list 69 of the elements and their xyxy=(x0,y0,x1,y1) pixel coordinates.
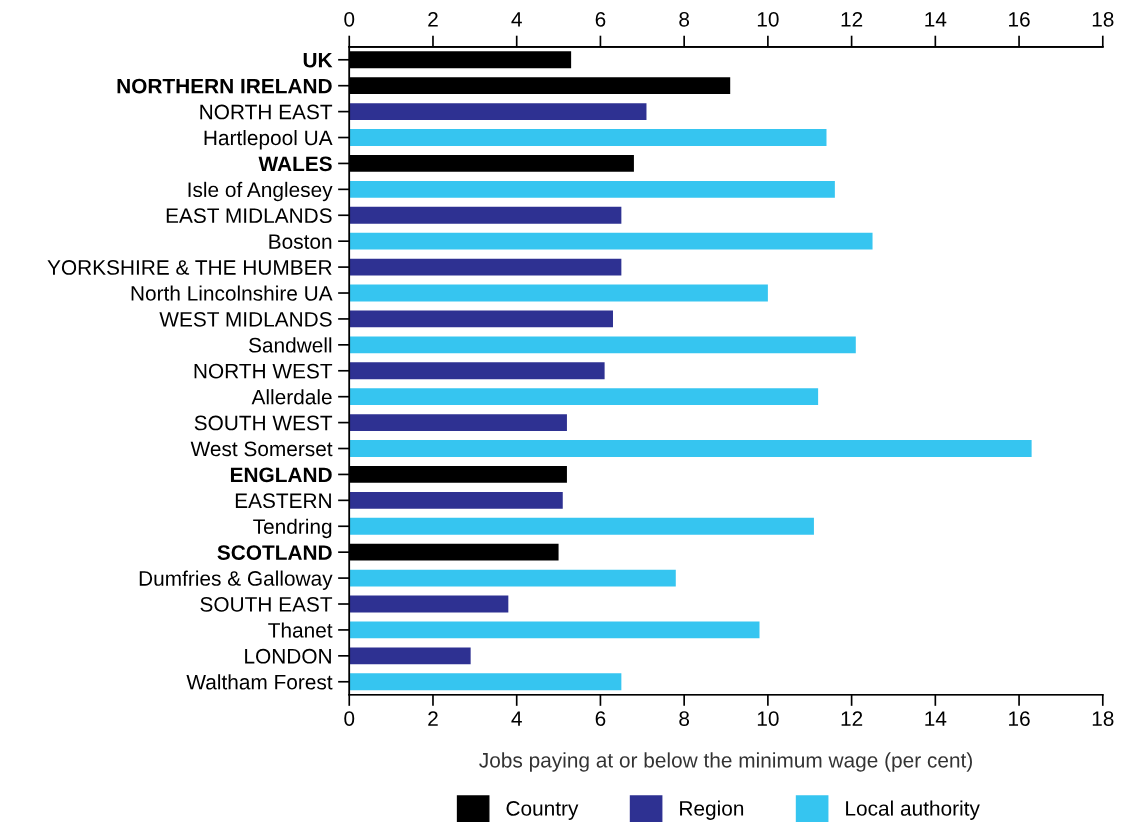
y-tick-label: LONDON xyxy=(245,648,331,664)
bar xyxy=(349,569,676,587)
y-tick-label: Thanet xyxy=(268,622,333,638)
legend-label: Country xyxy=(506,801,579,820)
y-tick-label: Boston xyxy=(269,234,332,249)
x2-tick-label: 18 xyxy=(1092,11,1114,27)
bar xyxy=(349,232,873,250)
bar xyxy=(349,440,1032,457)
x2-tick-label: 2 xyxy=(428,11,438,27)
x-tick-label: 4 xyxy=(511,711,522,726)
bar xyxy=(349,673,622,691)
x-tick-label: 16 xyxy=(1009,711,1030,726)
y-tick-label: NORTHERN IRELAND xyxy=(117,78,332,94)
y-tick-label: NORTH WEST xyxy=(194,363,333,379)
y-tick-label: SOUTH EAST xyxy=(200,597,333,612)
x-axis-title: Jobs paying at or below the minimum wage (per cent) xyxy=(479,752,972,772)
bar xyxy=(349,258,622,276)
y-tick-label: NORTH EAST xyxy=(200,104,333,120)
x2-tick-label: 12 xyxy=(841,11,863,27)
y-tick-label: UK xyxy=(303,52,333,68)
y-tick-label: WEST MIDLANDS xyxy=(159,311,332,327)
bar xyxy=(349,517,814,535)
x2-tick-label: 14 xyxy=(925,12,947,27)
x2-tick-label: 6 xyxy=(595,11,606,27)
bar xyxy=(349,284,768,302)
y-tick-label: YORKSHIRE & THE HUMBER xyxy=(47,260,332,275)
x-tick-label: 14 xyxy=(925,711,947,726)
y-tick-label: WALES xyxy=(258,156,332,172)
y-tick-label: Dumfries & Galloway xyxy=(139,570,333,590)
x-tick-label: 8 xyxy=(679,711,690,726)
y-tick-label: SCOTLAND xyxy=(217,545,332,560)
y-tick-label: Sandwell xyxy=(248,337,332,353)
x2-tick-label: 8 xyxy=(679,11,690,27)
bar xyxy=(349,310,613,328)
y-tick-label: West Somerset xyxy=(190,441,333,457)
x-tick-label: 12 xyxy=(841,711,863,726)
y-tick-label: Hartlepool UA xyxy=(204,129,333,150)
x2-tick-label: 0 xyxy=(344,11,355,27)
x-tick-label: 2 xyxy=(428,711,438,726)
x-tick-label: 18 xyxy=(1092,711,1114,726)
bar xyxy=(349,129,827,146)
y-tick-label: Isle of Anglesey xyxy=(188,181,333,202)
y-tick-label: Allerdale xyxy=(251,389,332,405)
y-tick-label: EAST MIDLANDS xyxy=(166,208,332,224)
y-tick-label: Tendring xyxy=(253,518,332,539)
x2-tick-label: 16 xyxy=(1009,11,1030,27)
x2-tick-label: 10 xyxy=(757,11,779,27)
bar xyxy=(349,621,760,639)
y-tick-label: EASTERN xyxy=(235,493,331,509)
y-tick-label: ENGLAND xyxy=(230,467,332,483)
bar xyxy=(349,595,509,613)
bar xyxy=(349,388,819,406)
y-tick-label: Waltham Forest xyxy=(186,674,333,690)
bar xyxy=(349,206,622,224)
x-tick-label: 6 xyxy=(595,711,606,726)
bar xyxy=(349,103,647,121)
x-tick-label: 10 xyxy=(757,711,779,726)
bar xyxy=(349,414,567,432)
legend-label: Region xyxy=(680,800,744,820)
y-tick-label: SOUTH WEST xyxy=(194,415,333,431)
x2-tick-label: 4 xyxy=(511,12,522,27)
legend-label: Local authority xyxy=(846,800,980,820)
bar xyxy=(349,362,605,380)
bar xyxy=(349,180,835,198)
y-tick-label: North Lincolnshire UA xyxy=(131,285,333,301)
bar xyxy=(349,647,471,665)
bar xyxy=(349,491,563,509)
bar xyxy=(349,336,856,354)
x-tick-label: 0 xyxy=(344,711,355,726)
